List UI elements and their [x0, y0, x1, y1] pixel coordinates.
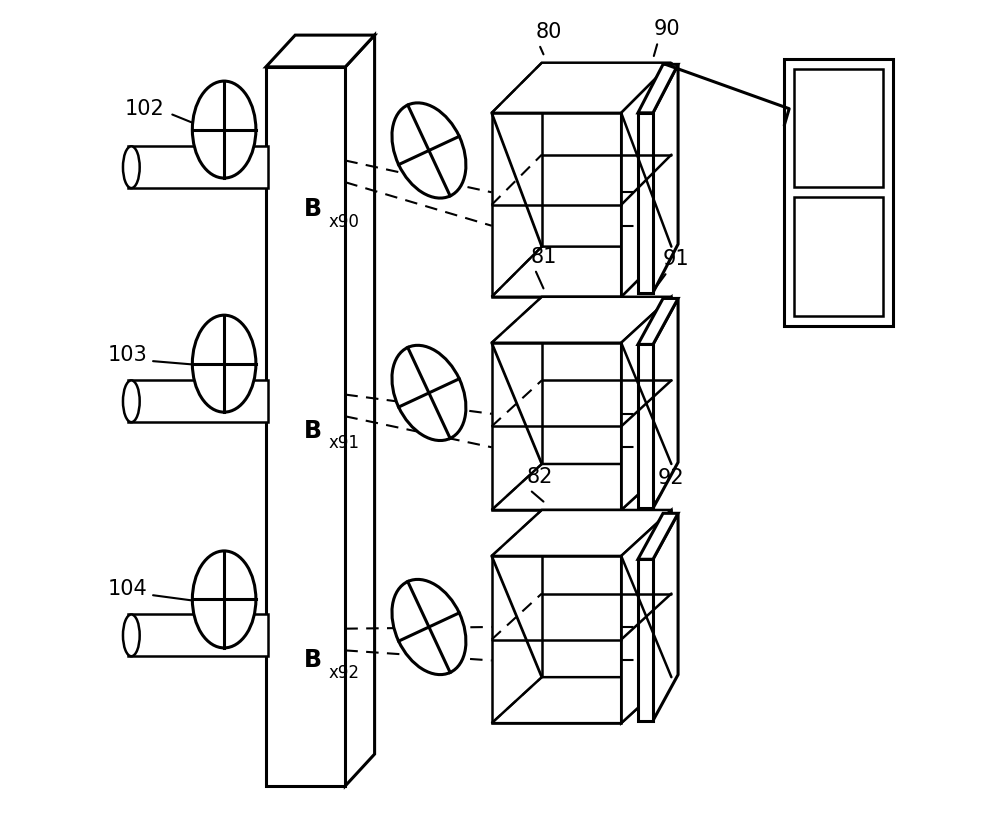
Text: 81: 81: [531, 247, 557, 267]
Ellipse shape: [123, 146, 140, 188]
Polygon shape: [638, 113, 653, 293]
Text: 103: 103: [108, 345, 148, 365]
Polygon shape: [621, 510, 671, 723]
Polygon shape: [653, 298, 678, 508]
Polygon shape: [638, 559, 653, 721]
Polygon shape: [492, 510, 671, 556]
Polygon shape: [266, 35, 375, 67]
Text: x91: x91: [329, 434, 360, 452]
Ellipse shape: [123, 380, 140, 422]
Text: 102: 102: [125, 99, 165, 119]
Polygon shape: [492, 247, 671, 297]
Polygon shape: [492, 677, 671, 723]
Polygon shape: [784, 59, 893, 326]
Text: 104: 104: [108, 579, 148, 599]
Polygon shape: [492, 297, 671, 343]
Polygon shape: [345, 35, 375, 786]
Polygon shape: [542, 510, 671, 677]
Text: x92: x92: [329, 664, 360, 682]
Polygon shape: [653, 64, 678, 293]
Text: B: B: [304, 649, 322, 672]
Ellipse shape: [392, 345, 466, 441]
Polygon shape: [542, 63, 671, 247]
Polygon shape: [638, 298, 678, 344]
Ellipse shape: [123, 614, 140, 656]
Polygon shape: [621, 297, 671, 510]
Polygon shape: [638, 344, 653, 508]
Text: B: B: [304, 419, 322, 442]
Polygon shape: [128, 614, 268, 656]
Polygon shape: [653, 513, 678, 721]
Polygon shape: [128, 380, 268, 422]
Polygon shape: [794, 69, 883, 187]
Polygon shape: [621, 63, 671, 297]
Polygon shape: [638, 64, 678, 113]
Text: x90: x90: [329, 212, 359, 231]
Ellipse shape: [192, 81, 256, 178]
Polygon shape: [638, 513, 678, 559]
Polygon shape: [128, 146, 268, 188]
Text: 80: 80: [535, 22, 562, 42]
Ellipse shape: [392, 103, 466, 198]
Text: 90: 90: [654, 19, 681, 39]
Text: B: B: [304, 197, 322, 221]
Polygon shape: [794, 197, 883, 316]
Ellipse shape: [192, 315, 256, 412]
Text: 91: 91: [662, 249, 689, 269]
Text: 92: 92: [658, 468, 685, 488]
Text: 82: 82: [527, 466, 553, 487]
Polygon shape: [492, 464, 671, 510]
Polygon shape: [542, 297, 671, 464]
Ellipse shape: [192, 551, 256, 648]
Ellipse shape: [392, 579, 466, 675]
Polygon shape: [492, 63, 671, 113]
Polygon shape: [266, 67, 345, 786]
